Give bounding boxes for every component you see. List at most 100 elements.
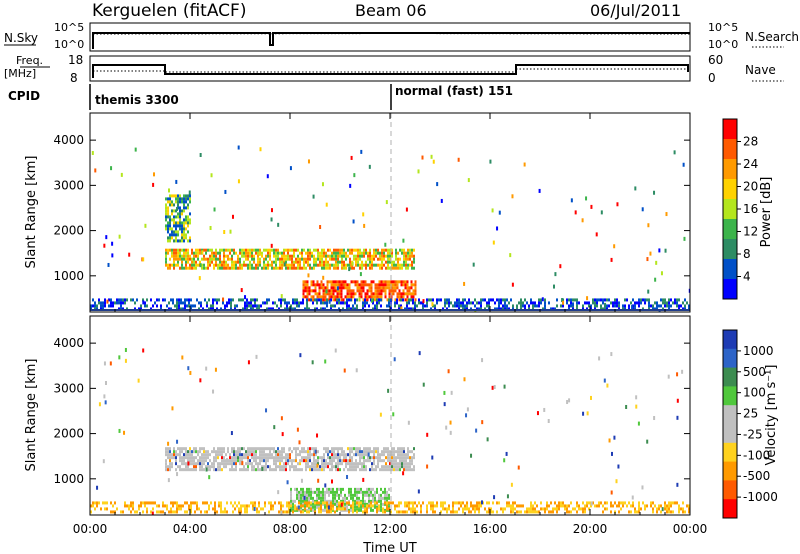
heatmap-cell — [393, 468, 395, 472]
heatmap-cell — [307, 263, 309, 267]
heatmap-cell — [314, 508, 316, 512]
heatmap-cell — [179, 257, 181, 261]
heatmap-cell — [277, 251, 279, 255]
heatmap-cell — [169, 465, 171, 469]
heatmap-cell — [169, 266, 171, 270]
heatmap-cell — [179, 450, 181, 454]
heatmap-cell — [370, 292, 373, 296]
heatmap-cell — [303, 266, 305, 270]
colorbar-tick-label: 4 — [743, 270, 751, 284]
heatmap-cell — [261, 466, 264, 471]
heatmap-cell — [301, 248, 303, 252]
heatmap-cell — [237, 254, 239, 258]
heatmap-cell — [384, 510, 386, 514]
heatmap-cell — [343, 468, 345, 472]
heatmap-cell — [600, 298, 602, 302]
heatmap-cell — [279, 260, 281, 264]
heatmap-cell — [384, 295, 387, 299]
heatmap-cell — [253, 260, 255, 264]
heatmap-cell — [361, 465, 363, 469]
heatmap-cell — [360, 286, 363, 290]
heatmap-cell — [368, 164, 371, 169]
xtick-label: 00:00 — [73, 522, 108, 536]
heatmap-cell — [326, 304, 328, 308]
heatmap-cell — [361, 266, 363, 270]
heatmap-cell — [249, 266, 251, 270]
heatmap-cell — [184, 304, 186, 308]
heatmap-cell — [317, 263, 319, 267]
heatmap-cell — [293, 260, 295, 264]
heatmap-cell — [230, 501, 232, 505]
heatmap-cell — [168, 510, 170, 514]
heatmap-cell — [307, 273, 310, 278]
heatmap-cell — [362, 289, 365, 293]
heatmap-cell — [404, 298, 407, 302]
heatmap-cell — [586, 301, 588, 305]
heatmap-cell — [263, 459, 265, 463]
heatmap-cell — [148, 501, 150, 505]
heatmap-cell — [313, 453, 315, 457]
heatmap-cell — [366, 298, 369, 302]
heatmap-cell — [337, 263, 339, 267]
heatmap-cell — [169, 221, 171, 225]
heatmap-cell — [188, 301, 190, 305]
heatmap-cell — [341, 459, 343, 463]
heatmap-cell — [282, 504, 284, 508]
heatmap-cell — [214, 504, 216, 508]
heatmap-cell — [255, 251, 257, 255]
heatmap-cell — [277, 490, 280, 495]
heatmap-cell — [365, 468, 367, 472]
heatmap-cell — [387, 266, 389, 270]
heatmap-cell — [275, 263, 277, 267]
heatmap-cell — [506, 298, 508, 302]
heatmap-cell — [279, 251, 281, 255]
heatmap-cell — [394, 283, 397, 287]
heatmap-cell — [100, 304, 102, 308]
heatmap-cell — [185, 260, 187, 264]
heatmap-cell — [185, 227, 187, 231]
heatmap-cell — [314, 307, 316, 311]
heatmap-cell — [402, 295, 405, 299]
heatmap-cell — [329, 450, 331, 454]
heatmap-cell — [606, 307, 608, 311]
heatmap-cell — [275, 459, 277, 463]
heatmap-cell — [217, 453, 219, 457]
heatmap-cell — [371, 257, 373, 261]
heatmap-cell — [305, 465, 307, 469]
heatmap-cell — [494, 307, 496, 311]
heatmap-cell — [322, 275, 325, 280]
heatmap-cell — [381, 453, 383, 457]
heatmap-cell — [332, 295, 335, 299]
heatmap-cell — [235, 459, 237, 463]
heatmap-cell — [337, 459, 339, 463]
heatmap-cell — [140, 504, 142, 508]
heatmap-cell — [319, 251, 321, 255]
heatmap-cell — [303, 459, 305, 463]
heatmap-cell — [367, 263, 369, 267]
heatmap-cell — [349, 453, 351, 457]
heatmap-cell — [387, 468, 389, 472]
heatmap-cell — [312, 280, 315, 284]
heatmap-cell — [374, 490, 376, 494]
heatmap-cell — [664, 501, 666, 505]
heatmap-cell — [316, 433, 319, 438]
heatmap-cell — [190, 501, 192, 505]
heatmap-cell — [177, 233, 179, 237]
heatmap-cell — [247, 266, 249, 270]
heatmap-cell — [339, 260, 341, 264]
colorbar-tick-label: 28 — [743, 135, 758, 149]
heatmap-cell — [404, 292, 407, 296]
heatmap-cell — [470, 307, 472, 311]
heatmap-cell — [670, 304, 672, 308]
heatmap-cell — [478, 504, 480, 508]
heatmap-cell — [306, 301, 308, 305]
heatmap-cell — [395, 248, 397, 252]
heatmap-cell — [480, 307, 482, 311]
heatmap-cell — [261, 251, 263, 255]
heatmap-cell — [366, 504, 368, 508]
heatmap-cell — [310, 501, 312, 505]
heatmap-cell — [265, 453, 267, 457]
heatmap-cell — [502, 304, 504, 308]
heatmap-cell — [281, 468, 283, 472]
heatmap-cell — [318, 507, 320, 511]
